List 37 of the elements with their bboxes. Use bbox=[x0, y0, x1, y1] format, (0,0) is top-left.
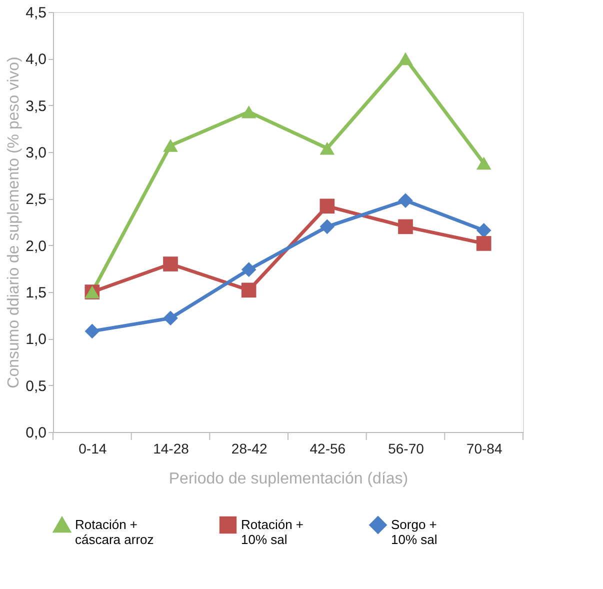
point bbox=[476, 156, 492, 170]
point bbox=[398, 52, 413, 66]
point bbox=[398, 219, 413, 234]
y-tick-label: 4,0 bbox=[26, 51, 46, 68]
legend-label: Sorgo + 10% sal bbox=[391, 517, 438, 547]
x-tick-label: 28-42 bbox=[231, 440, 268, 456]
x-tick-label: 56-70 bbox=[388, 440, 424, 456]
point bbox=[398, 193, 413, 208]
point bbox=[163, 139, 178, 152]
point bbox=[163, 310, 178, 326]
point bbox=[320, 198, 335, 214]
y-tick-label: 2,5 bbox=[26, 191, 46, 208]
y-tick-label: 2,0 bbox=[26, 238, 46, 255]
point bbox=[84, 324, 100, 339]
y-tick-label: 4,5 bbox=[26, 4, 46, 22]
x-tick-label: 42-56 bbox=[310, 440, 346, 456]
point bbox=[241, 105, 256, 118]
point bbox=[476, 236, 492, 251]
y-tick-label: 3,0 bbox=[26, 144, 46, 162]
point bbox=[476, 222, 492, 238]
point bbox=[320, 142, 335, 155]
y-tick-label: 0,5 bbox=[26, 378, 46, 395]
point bbox=[241, 282, 256, 298]
legend-label: Rotación + cáscara arroz bbox=[75, 517, 154, 547]
legend-label: Rotación + 10% sal bbox=[241, 517, 304, 547]
point bbox=[241, 262, 256, 278]
y-axis-title: Consumo ddiario de suplemento (% peso vivo) bbox=[6, 56, 23, 388]
x-tick-label: 70-84 bbox=[466, 440, 502, 456]
x-tick-label: 14-28 bbox=[153, 440, 190, 456]
x-tick-label: 0-14 bbox=[78, 440, 107, 456]
point bbox=[320, 219, 335, 234]
point bbox=[163, 256, 178, 272]
y-tick-label: 1,5 bbox=[26, 284, 46, 302]
y-tick-label: 1,0 bbox=[26, 331, 46, 348]
y-tick-label: 0,0 bbox=[26, 424, 46, 442]
y-tick-label: 3,5 bbox=[26, 98, 46, 115]
x-axis-title: Periodo de suplementación (días) bbox=[168, 470, 408, 488]
